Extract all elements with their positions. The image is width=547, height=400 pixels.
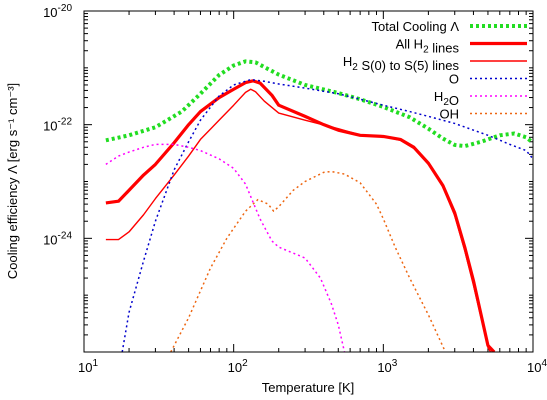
y-axis-label: Cooling efficiency Λ [erg s⁻¹ cm⁻³] bbox=[5, 83, 20, 279]
x-axis-label: Temperature [K] bbox=[262, 380, 355, 395]
grid-ticks bbox=[83, 11, 533, 353]
x-tick-label: 101 bbox=[78, 358, 98, 375]
x-tick-label: 104 bbox=[527, 358, 547, 375]
legend-label: H2 S(0) to S(5) lines bbox=[343, 54, 460, 73]
series-line-5 bbox=[170, 170, 447, 352]
y-tick-label: 10-22 bbox=[43, 117, 72, 134]
y-tick-label: 10-24 bbox=[43, 230, 72, 247]
plot-series bbox=[105, 59, 533, 352]
series-line-0 bbox=[105, 59, 533, 149]
series-line-1 bbox=[105, 79, 496, 352]
legend-label: All H2 lines bbox=[396, 37, 460, 56]
x-tick-label: 102 bbox=[228, 358, 248, 375]
legend-label: H2O bbox=[434, 89, 459, 108]
series-line-3 bbox=[121, 78, 533, 352]
x-tick-label: 103 bbox=[377, 358, 397, 375]
legend-label: OH bbox=[440, 107, 460, 122]
series-line-2 bbox=[105, 88, 492, 352]
legend-label: O bbox=[449, 72, 459, 87]
legend-label: Total Cooling Λ bbox=[372, 19, 460, 34]
y-tick-label: 10-20 bbox=[43, 3, 72, 20]
plot-frame bbox=[83, 10, 534, 353]
tick-labels: 101 102 103 104 10-24 10-22 10-20 bbox=[43, 3, 547, 375]
